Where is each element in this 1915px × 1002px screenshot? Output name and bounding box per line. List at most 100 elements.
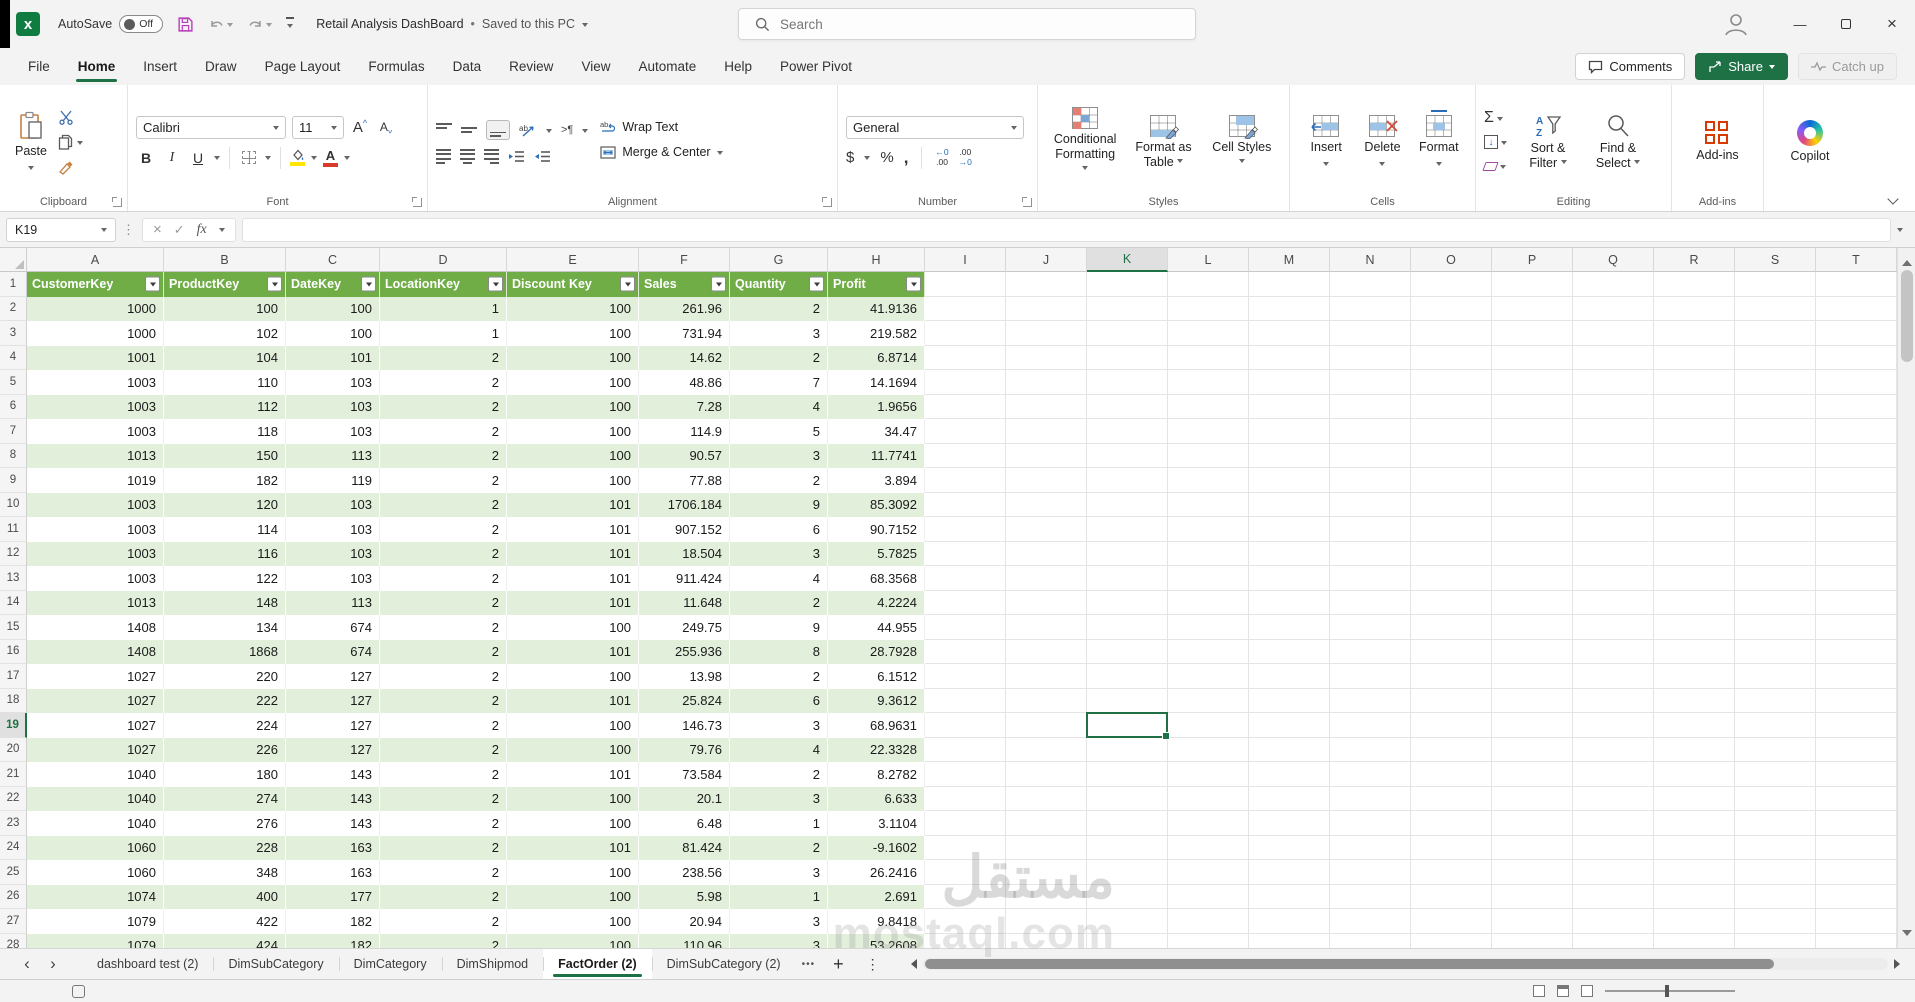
cell[interactable]	[925, 591, 1006, 616]
data-cell[interactable]: 1	[730, 885, 828, 910]
cell[interactable]	[1006, 689, 1087, 714]
cell[interactable]	[1573, 640, 1654, 665]
cell[interactable]	[1087, 787, 1168, 812]
vertical-scroll-thumb[interactable]	[1901, 270, 1913, 362]
page-break-view-button[interactable]	[1581, 985, 1593, 997]
cell[interactable]	[1573, 297, 1654, 322]
fill-button[interactable]: ↓	[1484, 133, 1507, 151]
cell[interactable]	[1411, 836, 1492, 861]
data-cell[interactable]: 2	[730, 297, 828, 322]
data-cell[interactable]: 2	[730, 664, 828, 689]
data-cell[interactable]: 911.424	[639, 566, 730, 591]
cell[interactable]	[1168, 934, 1249, 949]
data-cell[interactable]: 6.8714	[828, 346, 925, 371]
insert-function-button[interactable]: fx	[197, 222, 207, 238]
accessibility-icon[interactable]	[72, 985, 85, 998]
data-cell[interactable]: 1	[380, 321, 507, 346]
data-cell[interactable]: 122	[164, 566, 286, 591]
data-cell[interactable]: 2	[380, 860, 507, 885]
cell[interactable]	[1006, 493, 1087, 518]
cell[interactable]	[1411, 566, 1492, 591]
cell[interactable]	[1411, 321, 1492, 346]
cell[interactable]	[1573, 713, 1654, 738]
cell[interactable]	[1816, 493, 1897, 518]
cell[interactable]	[1573, 321, 1654, 346]
cell[interactable]	[1168, 738, 1249, 763]
ribbon-tab-formulas[interactable]: Formulas	[354, 48, 438, 85]
cell[interactable]	[1330, 468, 1411, 493]
ribbon-tab-help[interactable]: Help	[710, 48, 766, 85]
data-cell[interactable]: 112	[164, 395, 286, 420]
cell[interactable]	[1330, 493, 1411, 518]
ribbon-tab-page-layout[interactable]: Page Layout	[251, 48, 355, 85]
table-header-cell[interactable]: CustomerKey	[27, 272, 164, 297]
cell[interactable]	[1006, 272, 1087, 297]
save-button[interactable]	[177, 16, 194, 33]
data-cell[interactable]: 5	[730, 419, 828, 444]
data-cell[interactable]: 238.56	[639, 860, 730, 885]
data-cell[interactable]: 11.648	[639, 591, 730, 616]
cell[interactable]	[1087, 615, 1168, 640]
cell[interactable]	[925, 664, 1006, 689]
cell[interactable]	[1654, 395, 1735, 420]
row-header-27[interactable]: 27	[0, 909, 27, 934]
middle-align-button[interactable]	[461, 123, 477, 137]
data-cell[interactable]: 2	[380, 419, 507, 444]
cell[interactable]	[1006, 664, 1087, 689]
align-right-button[interactable]	[484, 149, 499, 164]
table-header-cell[interactable]: DateKey	[286, 272, 380, 297]
data-cell[interactable]: 113	[286, 591, 380, 616]
cell[interactable]	[1411, 517, 1492, 542]
cell[interactable]	[925, 370, 1006, 395]
data-cell[interactable]: 101	[507, 542, 639, 567]
cell[interactable]	[1573, 762, 1654, 787]
cell[interactable]	[1330, 444, 1411, 469]
prev-sheet-button[interactable]: ‹	[14, 954, 40, 974]
cell[interactable]	[1168, 468, 1249, 493]
active-cell-selection[interactable]	[1086, 712, 1168, 738]
cell[interactable]	[1816, 689, 1897, 714]
cell[interactable]	[1816, 909, 1897, 934]
cell[interactable]	[1330, 811, 1411, 836]
row-header-10[interactable]: 10	[0, 493, 27, 518]
cell[interactable]	[1006, 787, 1087, 812]
column-header-T[interactable]: T	[1816, 248, 1897, 272]
data-cell[interactable]: 134	[164, 615, 286, 640]
cell[interactable]	[1573, 787, 1654, 812]
ribbon-tab-home[interactable]: Home	[64, 48, 130, 85]
data-cell[interactable]: 100	[507, 395, 639, 420]
cell[interactable]	[1735, 346, 1816, 371]
cell[interactable]	[1249, 297, 1330, 322]
ribbon-tab-review[interactable]: Review	[495, 48, 567, 85]
data-cell[interactable]: 182	[286, 934, 380, 949]
data-cell[interactable]: 18.504	[639, 542, 730, 567]
data-cell[interactable]: 3	[730, 860, 828, 885]
cell[interactable]	[925, 689, 1006, 714]
cell[interactable]	[1573, 517, 1654, 542]
data-cell[interactable]: 25.824	[639, 689, 730, 714]
row-header-14[interactable]: 14	[0, 591, 27, 616]
cell[interactable]	[1168, 787, 1249, 812]
autosum-button[interactable]: Σ	[1484, 109, 1507, 127]
cell[interactable]	[1654, 370, 1735, 395]
data-cell[interactable]: 100	[507, 860, 639, 885]
cell[interactable]	[1573, 468, 1654, 493]
cell[interactable]	[1249, 836, 1330, 861]
font-color-button[interactable]: A	[323, 149, 338, 167]
cell[interactable]	[1168, 297, 1249, 322]
cell[interactable]	[1249, 640, 1330, 665]
column-header-E[interactable]: E	[507, 248, 639, 272]
column-header-M[interactable]: M	[1249, 248, 1330, 272]
row-header-11[interactable]: 11	[0, 517, 27, 542]
data-cell[interactable]: 180	[164, 762, 286, 787]
row-header-16[interactable]: 16	[0, 640, 27, 665]
cell[interactable]	[1168, 689, 1249, 714]
cell[interactable]	[1492, 272, 1573, 297]
data-cell[interactable]: 3	[730, 542, 828, 567]
data-cell[interactable]: 9.8418	[828, 909, 925, 934]
cut-button[interactable]	[58, 108, 83, 126]
cell[interactable]	[1168, 640, 1249, 665]
filter-button[interactable]	[620, 277, 635, 292]
cell[interactable]	[925, 321, 1006, 346]
column-header-I[interactable]: I	[925, 248, 1006, 272]
